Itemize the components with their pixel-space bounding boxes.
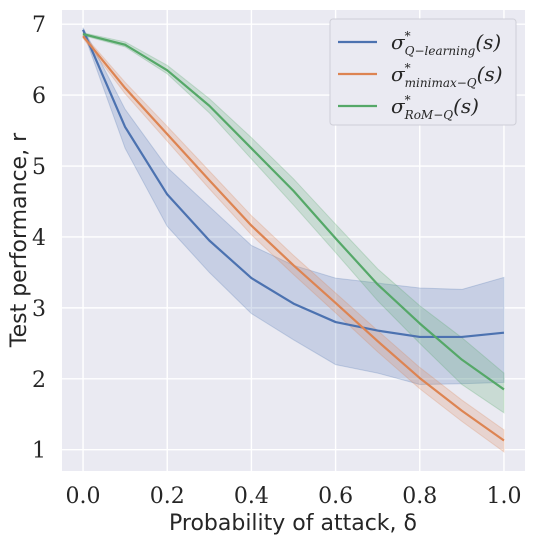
y-tick-label: 5 [32, 155, 46, 180]
x-tick-labels: 0.0 0.2 0.4 0.6 0.8 1.0 [66, 484, 522, 509]
x-axis-label: Probability of attack, δ [169, 511, 417, 536]
x-tick-label: 0.8 [402, 484, 437, 509]
x-tick-label: 0.2 [150, 484, 185, 509]
y-tick-label: 3 [32, 297, 46, 322]
x-tick-label: 0.4 [234, 484, 269, 509]
y-tick-label: 7 [32, 13, 46, 38]
y-tick-label: 6 [32, 84, 46, 109]
x-tick-label: 0.0 [66, 484, 101, 509]
x-tick-label: 1.0 [486, 484, 521, 509]
x-tick-label: 0.6 [318, 484, 353, 509]
y-axis-label: Test performance, r [7, 132, 32, 348]
y-tick-labels: 1 2 3 4 5 6 7 [32, 13, 46, 464]
y-tick-label: 1 [32, 439, 46, 464]
legend: σ* Q−learning(s)σ* minimax−Q(s)σ* RoM−Q(s) [330, 19, 516, 125]
y-tick-label: 4 [32, 226, 46, 251]
y-tick-label: 2 [32, 368, 46, 393]
